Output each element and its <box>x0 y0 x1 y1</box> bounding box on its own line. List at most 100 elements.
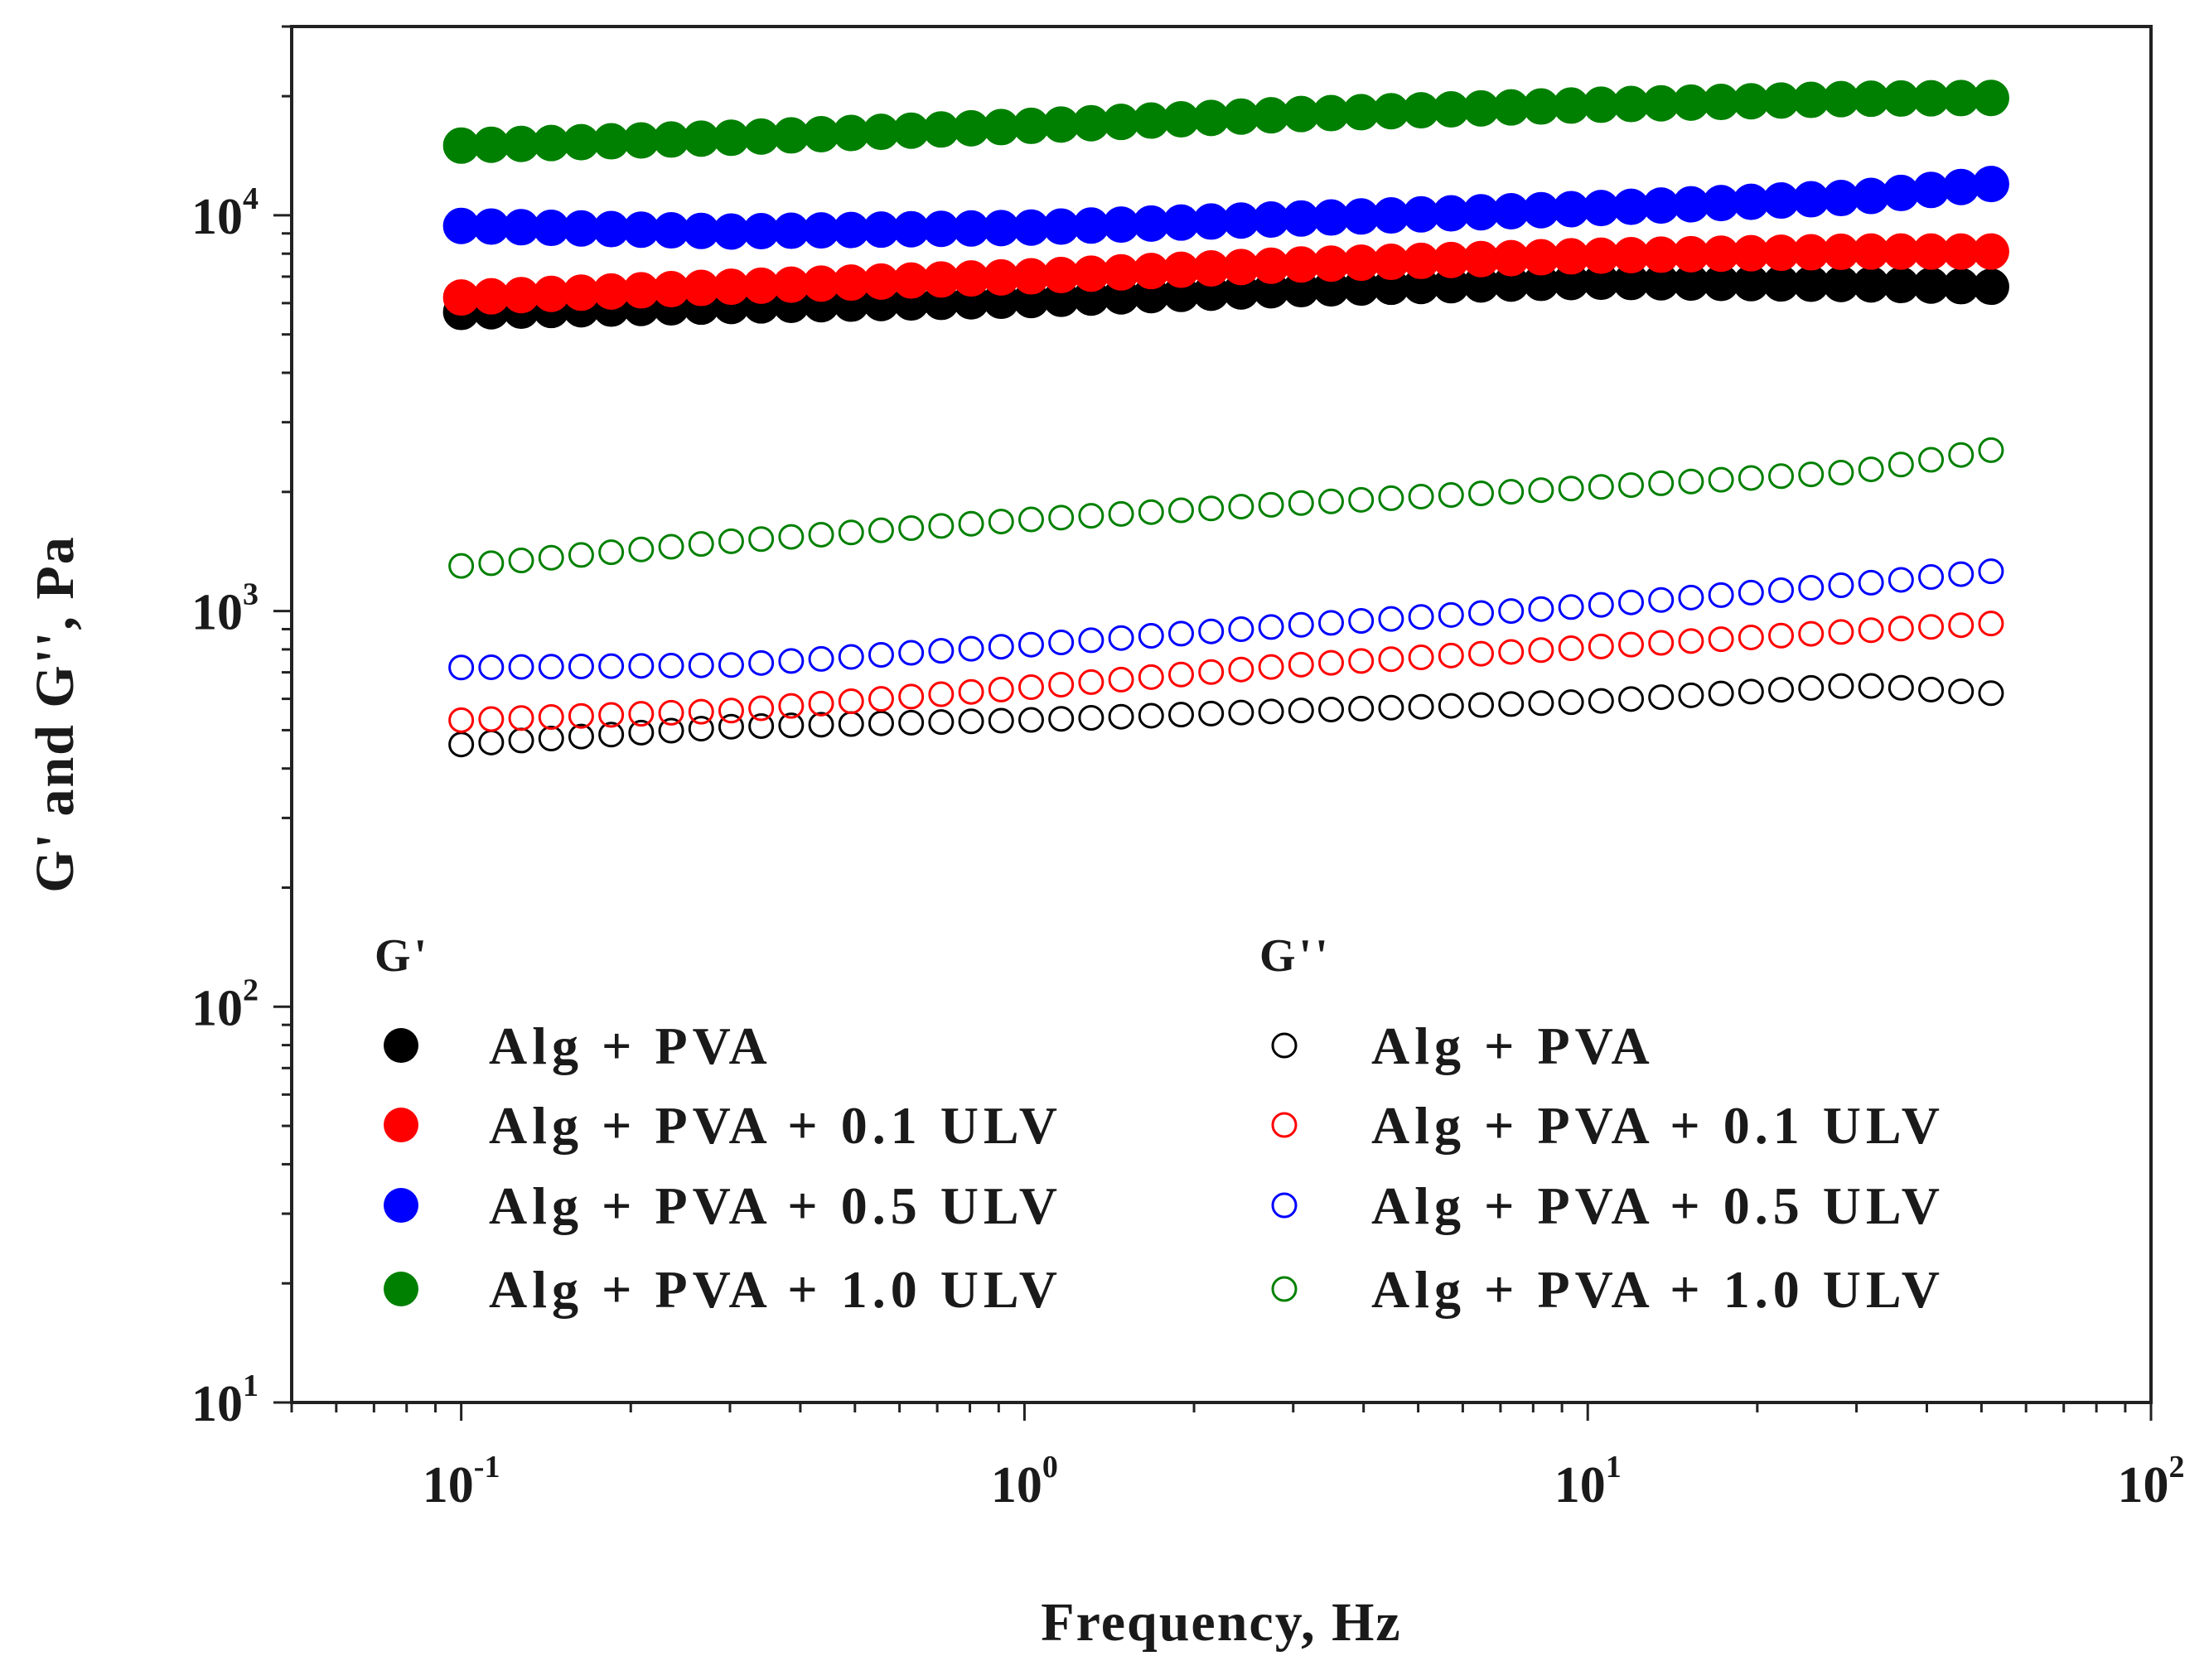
data-point <box>1167 497 1194 524</box>
legend-label: Alg + PVA <box>489 1016 772 1075</box>
data-point <box>1828 572 1854 599</box>
data-point <box>1078 669 1104 695</box>
data-point <box>1348 608 1375 635</box>
data-point <box>1678 584 1704 611</box>
data-point <box>1348 486 1375 513</box>
data-point <box>1048 630 1075 656</box>
data-point <box>1738 624 1764 650</box>
data-point <box>868 686 894 712</box>
data-point <box>1858 569 1884 596</box>
legend-label: Alg + PVA + 0.1 ULV <box>1371 1096 1945 1155</box>
data-point <box>1378 694 1404 721</box>
data-point <box>808 690 834 717</box>
data-point <box>838 688 864 714</box>
data-point <box>1498 479 1525 505</box>
data-point <box>1078 503 1104 529</box>
data-point <box>778 693 805 719</box>
data-point <box>988 634 1014 660</box>
data-point <box>1167 702 1194 728</box>
legend-label: Alg + PVA + 1.0 ULV <box>489 1260 1062 1319</box>
data-point <box>1768 577 1795 603</box>
data-point <box>1288 651 1314 678</box>
data-point <box>1378 646 1404 673</box>
data-point <box>1828 619 1854 645</box>
data-point <box>1108 500 1134 527</box>
data-point <box>1738 579 1764 606</box>
series-g-prime-alg-pva-1-0-ulv <box>442 80 2009 164</box>
data-point <box>1648 630 1675 656</box>
legend-marker-open <box>1271 1112 1298 1138</box>
data-point <box>508 654 534 680</box>
data-point <box>1678 682 1704 708</box>
legend-marker-filled <box>384 1108 418 1142</box>
x-axis-label: Frequency, Hz <box>1041 1592 1401 1653</box>
data-point <box>928 709 955 736</box>
data-point <box>1978 437 2004 463</box>
legend-marker-open <box>1271 1032 1298 1059</box>
data-point <box>1678 628 1704 654</box>
data-point <box>1798 620 1825 647</box>
data-point <box>1798 575 1825 601</box>
data-point <box>1618 589 1645 616</box>
data-point <box>1468 480 1495 507</box>
data-point <box>1498 639 1525 665</box>
legend-label: Alg + PVA + 0.5 ULV <box>1371 1176 1945 1235</box>
data-point <box>1768 463 1795 490</box>
legend-entry: Alg + PVA + 1.0 ULV <box>384 1260 1062 1319</box>
data-point <box>598 539 625 566</box>
x-tick-label: 10-1 <box>423 1450 500 1513</box>
legend-marker-filled <box>384 1272 418 1306</box>
data-point <box>1017 631 1044 658</box>
data-point <box>718 713 744 740</box>
data-point <box>1708 626 1734 653</box>
data-point <box>748 695 775 722</box>
data-point <box>1972 166 2009 203</box>
data-point <box>568 542 594 568</box>
data-point <box>1017 707 1044 733</box>
data-point <box>1528 477 1554 504</box>
legend-entry: Alg + PVA + 0.1 ULV <box>1271 1096 1945 1155</box>
data-point <box>868 517 894 543</box>
legend-entry: Alg + PVA <box>384 1016 772 1075</box>
data-point <box>1317 610 1344 636</box>
data-point <box>1528 690 1554 717</box>
data-point <box>868 710 894 736</box>
legend-marker-filled <box>384 1188 418 1223</box>
series-g-double-prime-alg-pva-1-0-ulv <box>448 437 2004 579</box>
data-point <box>1317 488 1344 514</box>
legend-label: Alg + PVA <box>1371 1016 1655 1075</box>
data-point <box>718 652 744 678</box>
data-point <box>1708 680 1734 707</box>
data-point <box>658 699 684 726</box>
data-point <box>658 533 684 560</box>
data-point <box>868 642 894 669</box>
data-point <box>1618 631 1645 658</box>
data-point <box>1288 611 1314 638</box>
data-point <box>1317 649 1344 676</box>
data-point <box>838 644 864 670</box>
legend-entries: Alg + PVA Alg + PVA + 0.1 ULV Alg + PVA + … <box>384 1016 1945 1319</box>
data-point <box>748 649 775 676</box>
data-point <box>688 652 714 678</box>
data-point <box>658 653 684 679</box>
data-point <box>1138 499 1164 525</box>
data-point <box>1972 268 2009 306</box>
data-point <box>1408 483 1434 509</box>
data-point <box>808 521 834 548</box>
y-tick-label: 101 <box>191 1369 259 1432</box>
data-point <box>1588 591 1614 618</box>
data-point <box>1918 676 1945 702</box>
data-point <box>838 519 864 546</box>
legend-marker-open <box>1271 1276 1298 1302</box>
data-point <box>628 536 655 562</box>
data-point <box>1918 614 1945 640</box>
data-point <box>1408 604 1434 630</box>
data-point <box>748 526 775 553</box>
data-point <box>1828 459 1854 485</box>
data-point <box>1228 494 1254 520</box>
data-point <box>1768 677 1795 703</box>
data-point <box>1017 674 1044 701</box>
data-point <box>1198 700 1225 727</box>
data-point <box>958 510 984 537</box>
data-point <box>1738 465 1764 491</box>
